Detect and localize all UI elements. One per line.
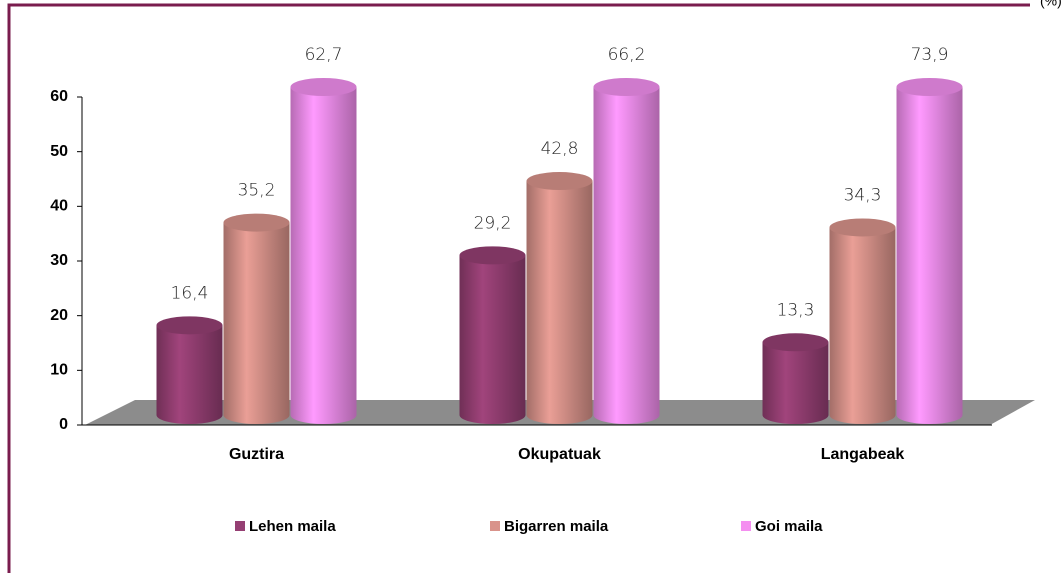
- bar: [896, 87, 963, 424]
- y-tick-label: 60: [50, 88, 68, 105]
- legend-swatch: [490, 521, 500, 531]
- legend-swatch: [741, 521, 751, 531]
- x-tick-label: Langabeak: [821, 446, 905, 463]
- data-label: 42,8: [541, 139, 579, 159]
- legend-label: Goi maila: [755, 518, 823, 535]
- bar: [156, 325, 223, 424]
- bar-cap: [156, 316, 223, 335]
- bar: [762, 342, 829, 424]
- bar-cap: [829, 218, 896, 237]
- x-tick-label: Guztira: [229, 446, 284, 463]
- bar: [459, 255, 526, 424]
- data-label: 29,2: [474, 213, 512, 233]
- bar: [290, 87, 357, 424]
- data-label: 13,3: [777, 300, 815, 320]
- bar-cap: [762, 333, 829, 352]
- y-tick-label: 40: [50, 198, 68, 215]
- bar-cap: [459, 246, 526, 265]
- data-label: 34,3: [844, 185, 882, 205]
- frame: [7, 3, 1030, 573]
- y-tick-label: 50: [50, 143, 68, 160]
- bar: [593, 87, 660, 424]
- data-label: 16,4: [171, 283, 209, 303]
- unit-label: (%): [1040, 0, 1062, 9]
- x-tick-label: Okupatuak: [518, 446, 601, 463]
- bar-cap: [896, 78, 963, 96]
- data-label: 73,9: [911, 45, 949, 65]
- y-tick-label: 10: [50, 362, 68, 379]
- bar-cap: [526, 172, 593, 191]
- legend-label: Lehen maila: [249, 518, 336, 535]
- bar-cap: [290, 78, 357, 96]
- y-tick-label: 20: [50, 307, 68, 324]
- bar: [223, 222, 290, 424]
- legend-label: Bigarren maila: [504, 518, 609, 535]
- bar-cap: [593, 78, 660, 96]
- data-label: 35,2: [238, 181, 276, 201]
- legend-swatch: [235, 521, 245, 531]
- data-label: 62,7: [305, 45, 343, 65]
- data-label: 66,2: [608, 45, 646, 65]
- bar: [829, 227, 896, 424]
- y-tick-label: 0: [59, 416, 68, 433]
- y-tick-label: 30: [50, 252, 68, 269]
- bar: [526, 181, 593, 424]
- bar-cap: [223, 213, 290, 232]
